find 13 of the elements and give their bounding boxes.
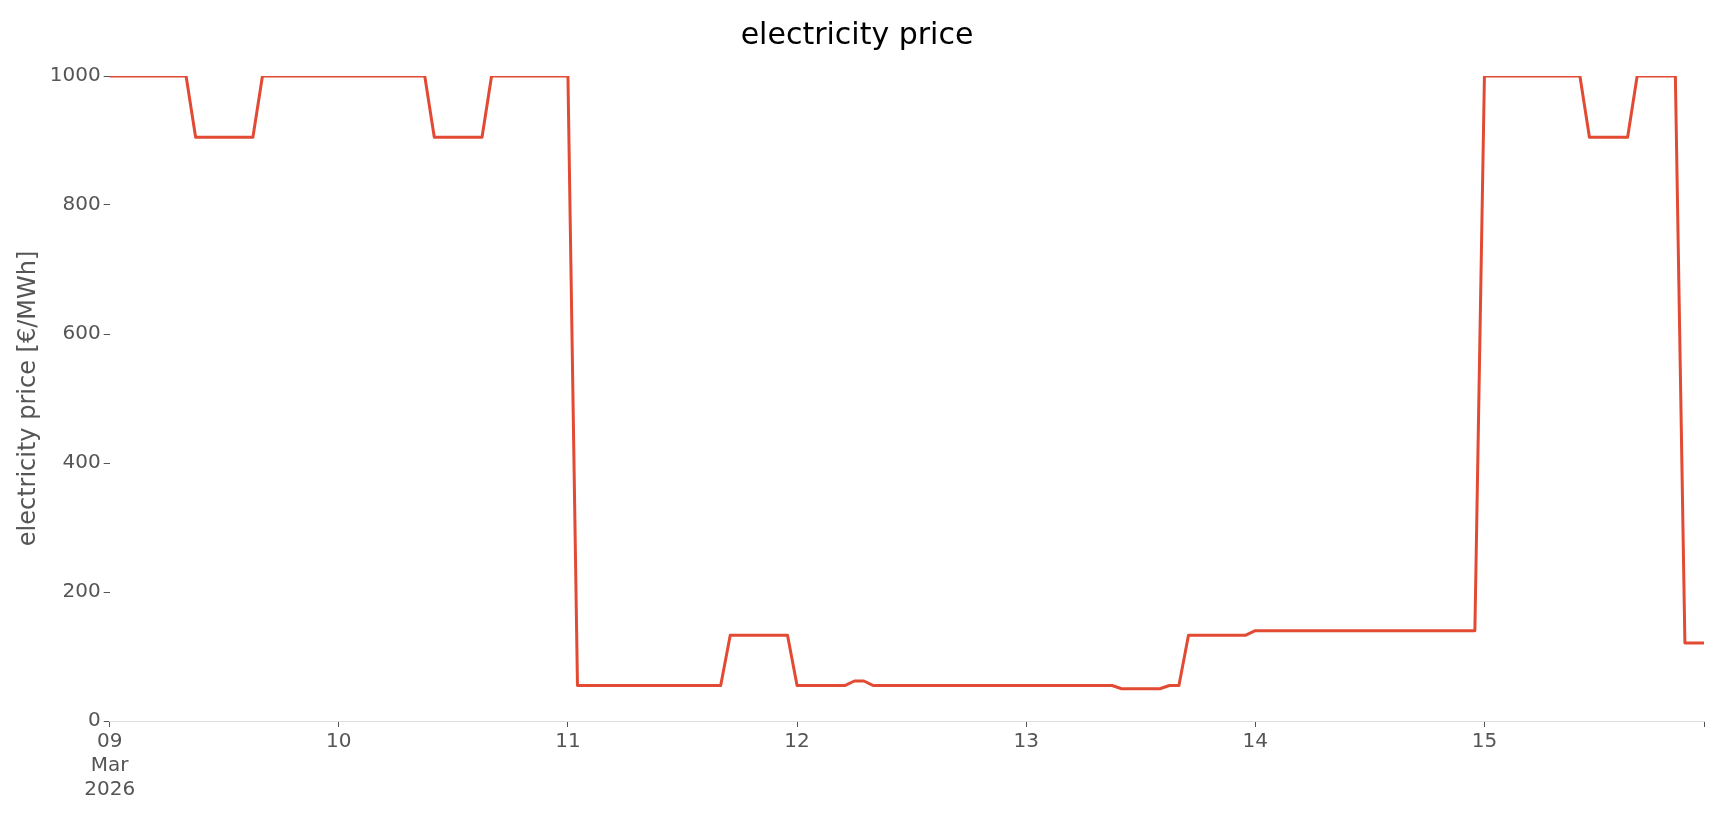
chart-title: electricity price [740, 15, 974, 51]
y-tick-label: 800 [62, 191, 101, 216]
x-tick-label: 10 [326, 728, 352, 753]
y-tick-label: 400 [62, 449, 101, 474]
y-tick-label: 600 [62, 320, 101, 345]
y-tick-label: 200 [62, 578, 101, 603]
x-tick-label: 13 [1013, 728, 1039, 753]
x-tick-label: 15 [1471, 728, 1498, 753]
x-tick-label: 14 [1242, 728, 1269, 753]
y-axis-title: electricity price [€/MWh] [12, 250, 41, 547]
x-tick-label: 11 [555, 728, 581, 753]
y-tick-label: 1000 [49, 62, 101, 87]
x-tick-label: 12 [784, 728, 810, 753]
